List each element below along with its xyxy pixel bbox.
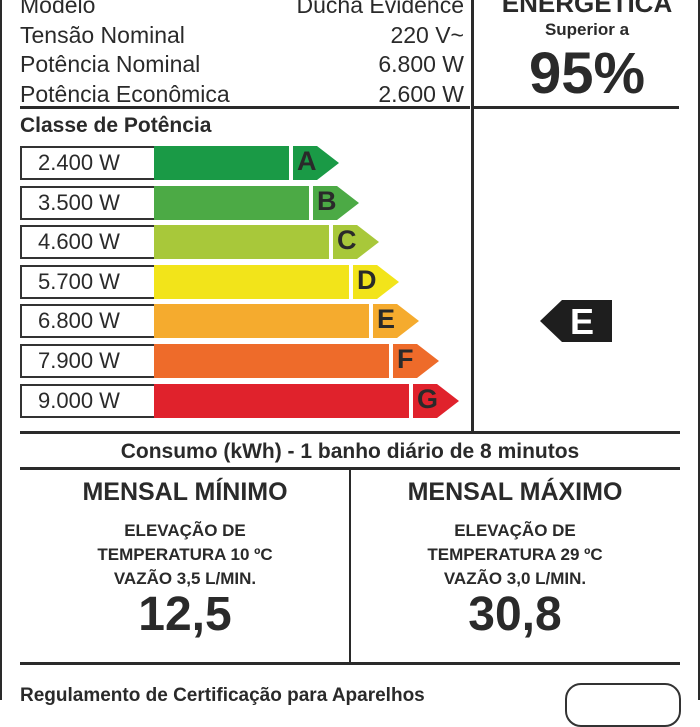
power-class-bar-a: A bbox=[154, 146, 339, 180]
monthly-max-value: 30,8 bbox=[468, 588, 562, 641]
spec-value: 2.600 W bbox=[378, 80, 464, 107]
power-class-letter: E bbox=[377, 304, 396, 335]
power-class-letter: D bbox=[357, 264, 377, 295]
monthly-min-title: MENSAL MÍNIMO bbox=[82, 478, 288, 506]
power-class-letter: B bbox=[317, 185, 337, 216]
power-class-watts: 2.400 W bbox=[20, 146, 171, 180]
power-class-watts: 7.900 W bbox=[20, 344, 171, 378]
monthly-max-line3: VAZÃO 3,0 L/MIN. bbox=[443, 569, 587, 588]
spec-label: Potência Nominal bbox=[20, 51, 201, 77]
footer-text: Regulamento de Certificação para Aparelh… bbox=[20, 685, 425, 706]
spec-value: 6.800 W bbox=[378, 51, 464, 77]
power-class-bar-g: G bbox=[154, 383, 459, 418]
monthly-max-panel: MENSAL MÁXIMO ELEVAÇÃO DE TEMPERATURA 29… bbox=[350, 470, 680, 642]
consumption-bottom-line bbox=[20, 662, 680, 665]
specs-divider bbox=[20, 106, 470, 109]
power-class-bar-c: C bbox=[154, 225, 379, 260]
spec-value: Ducha Evidence bbox=[296, 0, 465, 18]
monthly-min-line3: VAZÃO 3,5 L/MIN. bbox=[113, 569, 257, 588]
arrow-left-icon bbox=[540, 300, 612, 342]
power-class-bar-b: B bbox=[154, 185, 359, 220]
efficiency-title: ENERGÉTICA bbox=[501, 0, 673, 18]
power-class-bar-d: D bbox=[154, 264, 399, 299]
power-class-watts: 5.700 W bbox=[20, 264, 171, 299]
power-class-watts: 3.500 W bbox=[20, 185, 171, 220]
monthly-min-line1: ELEVAÇÃO DE bbox=[124, 521, 246, 540]
footer-seal-box bbox=[565, 683, 681, 727]
spec-value: 220 V~ bbox=[390, 21, 464, 48]
power-class-title: Classe de Potência bbox=[20, 114, 212, 137]
consumption-middle-divider bbox=[349, 467, 351, 664]
monthly-min-panel: MENSAL MÍNIMO ELEVAÇÃO DE TEMPERATURA 10… bbox=[20, 470, 350, 642]
selected-class-indicator: E bbox=[540, 300, 612, 347]
spec-label: Modelo bbox=[20, 0, 96, 18]
power-class-watts: 6.800 W bbox=[20, 304, 171, 339]
consumption-top-line bbox=[20, 431, 680, 434]
monthly-max-line2: TEMPERATURA 29 ºC bbox=[427, 545, 603, 564]
spec-label: Tensão Nominal bbox=[20, 21, 185, 48]
consumption-title: Consumo (kWh) - 1 banho diário de 8 minu… bbox=[120, 440, 580, 463]
power-class-bar-e: E bbox=[154, 304, 419, 339]
outer-left-border bbox=[0, 0, 2, 700]
top-divider bbox=[471, 0, 474, 432]
power-class-watts: 4.600 W bbox=[20, 225, 171, 260]
power-class-letter: C bbox=[337, 225, 357, 256]
power-class-bar-f: F bbox=[154, 344, 439, 378]
monthly-max-title: MENSAL MÁXIMO bbox=[407, 478, 623, 506]
monthly-min-line2: TEMPERATURA 10 ºC bbox=[97, 545, 273, 564]
efficiency-subtitle: Superior a bbox=[544, 20, 630, 39]
efficiency-value: 95% bbox=[528, 41, 646, 106]
spec-label: Potência Econômica bbox=[20, 80, 230, 107]
monthly-min-value: 12,5 bbox=[138, 588, 232, 641]
power-class-letter: F bbox=[397, 344, 414, 374]
monthly-max-line1: ELEVAÇÃO DE bbox=[454, 521, 576, 540]
power-class-watts: 9.000 W bbox=[20, 383, 171, 418]
selected-class-letter: E bbox=[570, 301, 595, 342]
outer-right-border bbox=[698, 0, 700, 700]
power-class-letter: G bbox=[417, 383, 439, 414]
power-class-letter: A bbox=[297, 146, 317, 176]
efficiency-divider bbox=[474, 106, 679, 109]
